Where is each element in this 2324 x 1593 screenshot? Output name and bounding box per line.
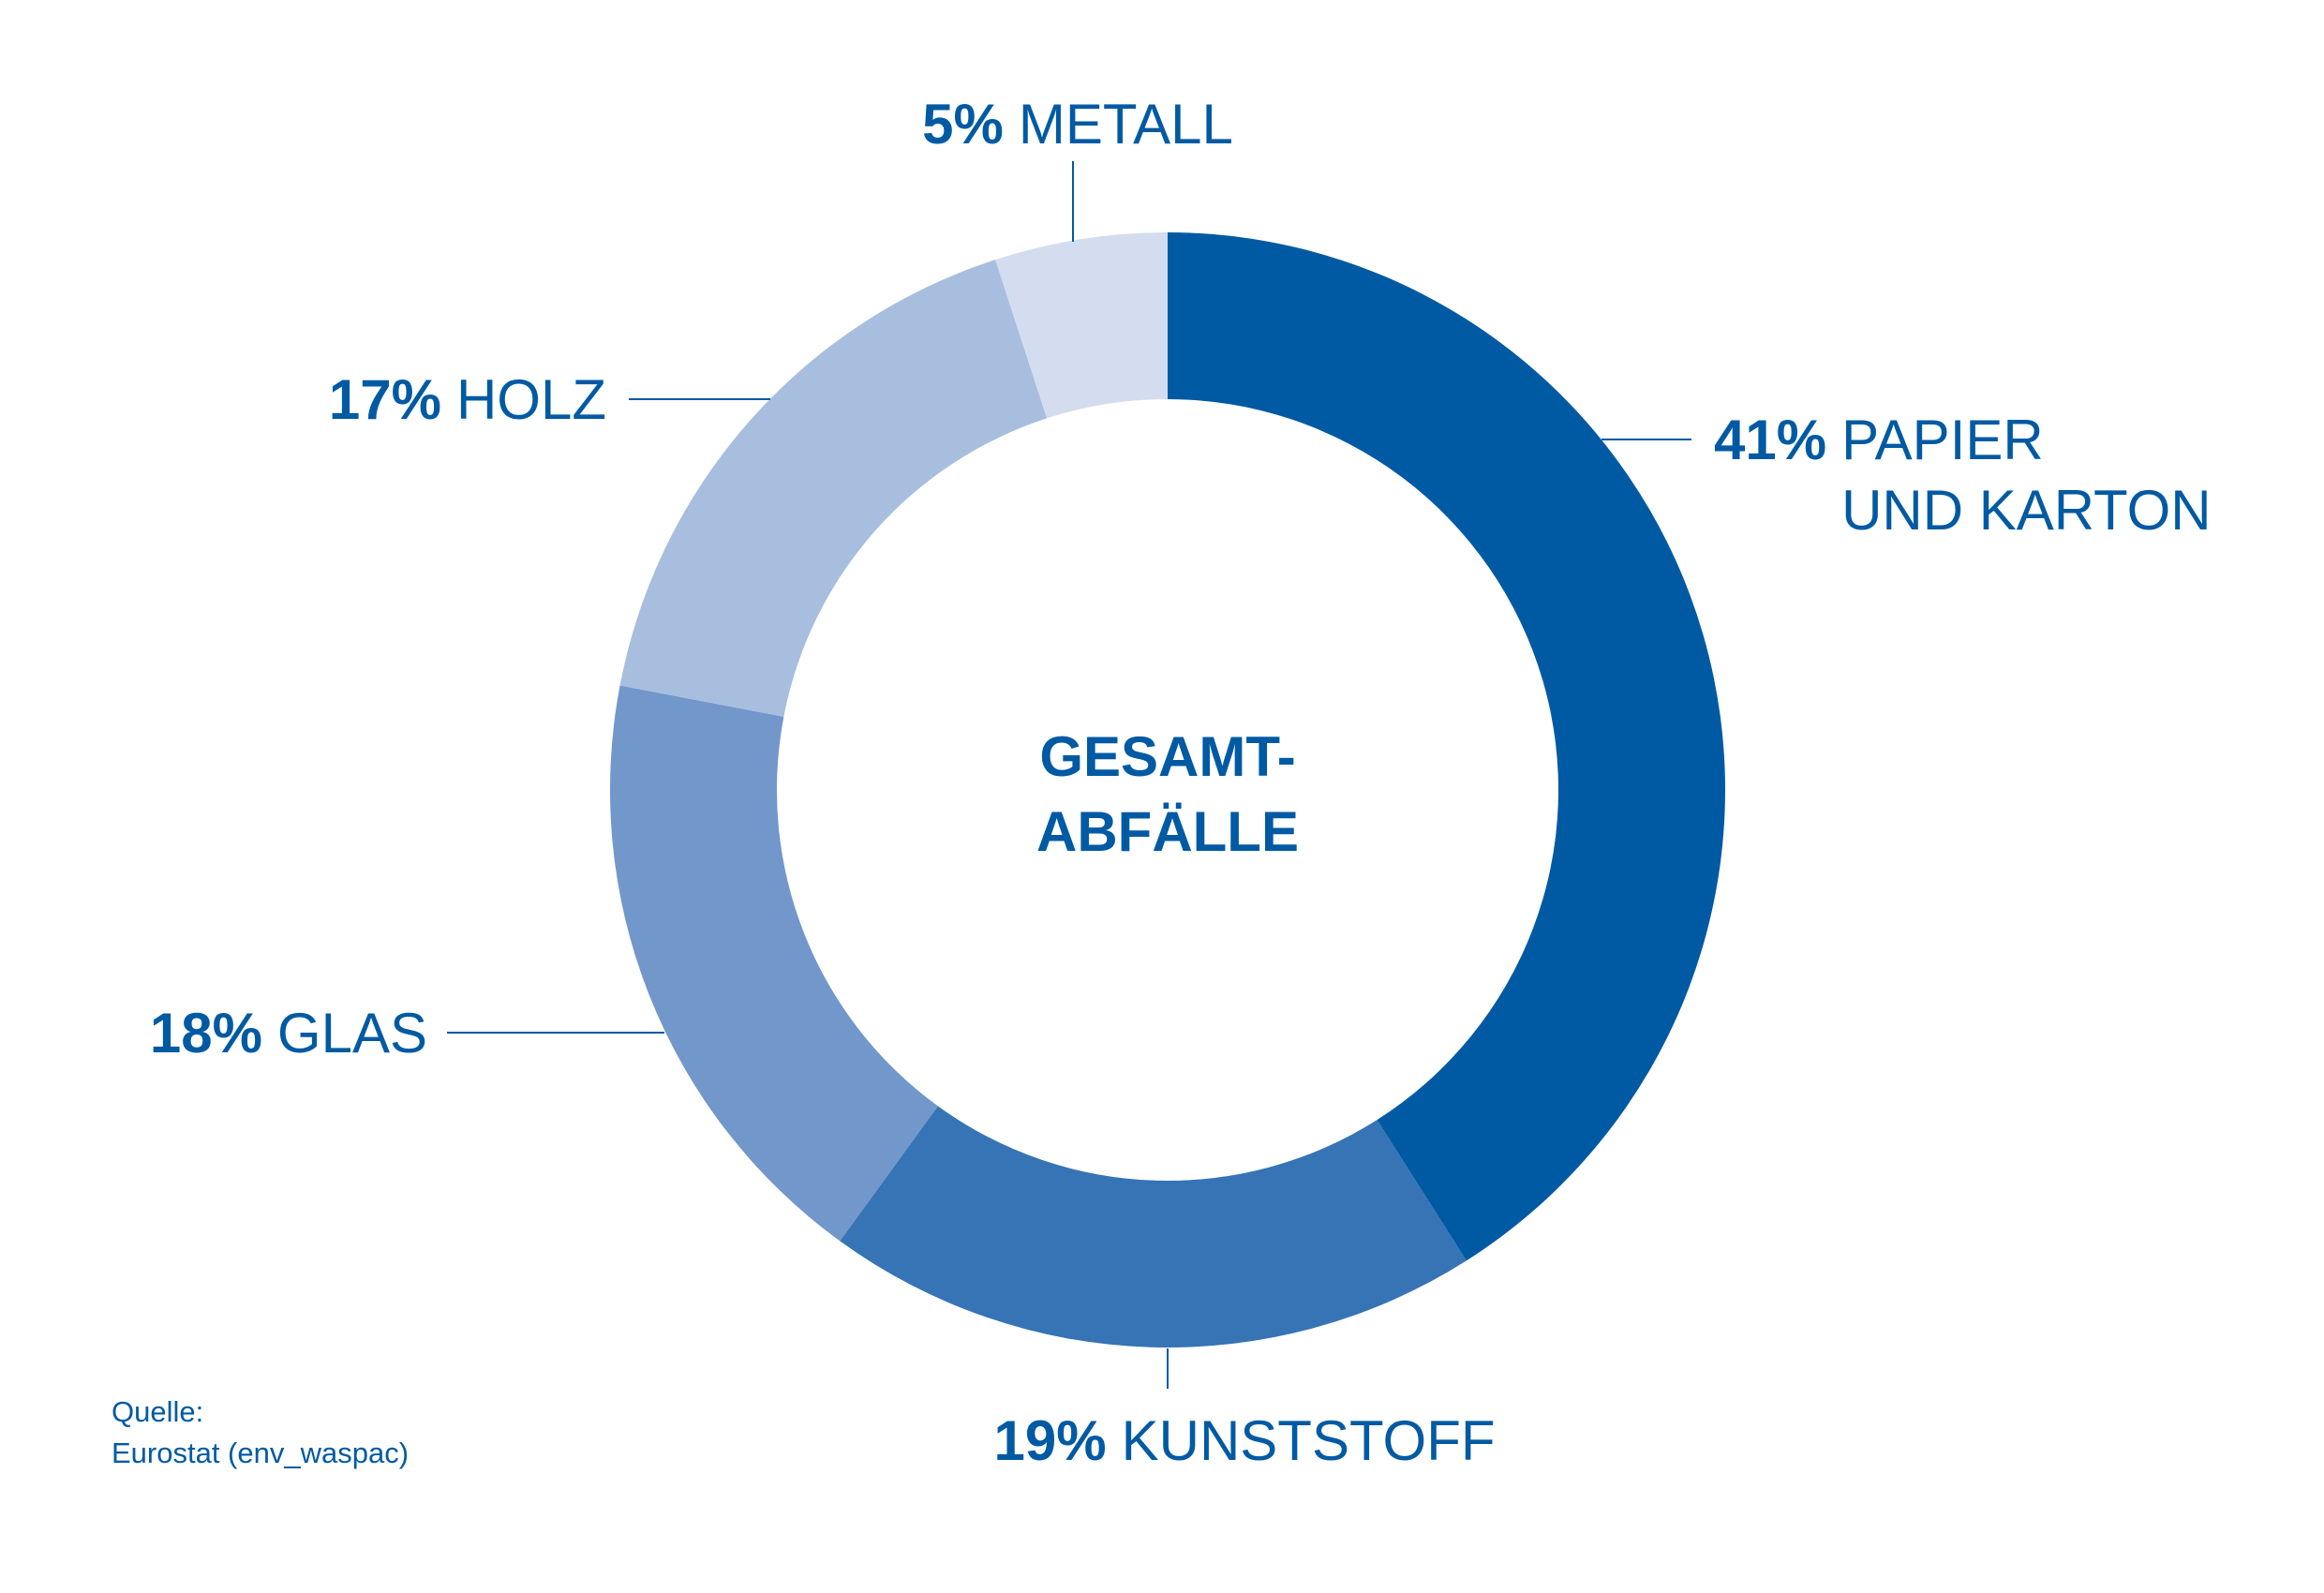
- donut-segment: [610, 685, 938, 1242]
- source-line: Quelle:: [112, 1395, 204, 1428]
- category-label: KUNSTSTOFF: [1121, 1409, 1496, 1472]
- category-label: PAPIER UND KARTON: [1841, 409, 2212, 542]
- value-label: 18%: [149, 1002, 262, 1064]
- donut-segment: [619, 260, 1048, 717]
- center-text: GESAMT-ABFÄLLE: [1036, 725, 1299, 863]
- slice-label: 19% KUNSTSTOFF: [994, 1406, 1496, 1476]
- donut-segment: [995, 232, 1168, 419]
- slice-label: 17% HOLZ: [329, 365, 606, 435]
- value-label: 5%: [922, 93, 1004, 156]
- slice-label: 18% GLAS: [150, 998, 427, 1068]
- value-label: 19%: [993, 1409, 1107, 1472]
- slice-label: 5% METALL: [922, 89, 1233, 159]
- category-label: METALL: [1018, 93, 1233, 156]
- source: Quelle: Eurostat (env_waspac): [112, 1392, 409, 1474]
- category-label: HOLZ: [455, 368, 606, 431]
- value-label: 17%: [328, 368, 441, 431]
- slice-label: 41% PAPIER UND KARTON: [1714, 405, 2212, 545]
- donut-segment: [1168, 232, 1725, 1261]
- center-label: GESAMT-ABFÄLLE: [980, 720, 1355, 870]
- donut-segment: [840, 1106, 1467, 1347]
- category-label: GLAS: [276, 1002, 427, 1064]
- source-line: Eurostat (env_waspac): [112, 1437, 410, 1469]
- value-label: 41%: [1714, 409, 1827, 471]
